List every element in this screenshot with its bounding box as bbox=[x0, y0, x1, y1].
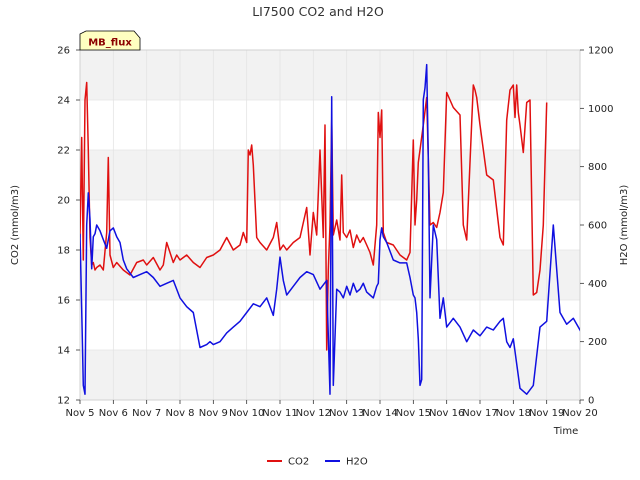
y-left-tick-label: 12 bbox=[57, 396, 70, 407]
x-tick-label: Nov 6 bbox=[99, 408, 128, 419]
y-axis-right: 0 200 400 600 800 1000 1200 bbox=[580, 46, 613, 407]
y-left-tick-label: 18 bbox=[57, 246, 70, 257]
y-axis-left: 12 14 16 18 20 22 24 26 bbox=[57, 46, 80, 407]
y-right-tick-label: 400 bbox=[588, 279, 607, 290]
y-left-tick-label: 26 bbox=[57, 46, 70, 57]
x-tick-label: Nov 5 bbox=[65, 408, 94, 419]
x-tick-label: Nov 19 bbox=[529, 408, 564, 419]
y-left-tick-label: 22 bbox=[57, 146, 70, 157]
badge-label: MB_flux bbox=[88, 38, 132, 49]
x-tick-label: Nov 17 bbox=[462, 408, 497, 419]
x-tick-label: Nov 16 bbox=[429, 408, 464, 419]
x-tick-label: Nov 18 bbox=[496, 408, 531, 419]
y-left-tick-label: 20 bbox=[57, 196, 70, 207]
series-line-h2o bbox=[80, 63, 580, 395]
y-axis-left-title: CO2 (mmol/m3) bbox=[10, 185, 21, 265]
y-left-tick-label: 24 bbox=[57, 96, 70, 107]
x-tick-label: Nov 11 bbox=[262, 408, 297, 419]
y-right-tick-label: 200 bbox=[588, 337, 607, 348]
x-tick-label: Nov 7 bbox=[132, 408, 161, 419]
y-left-tick-label: 16 bbox=[57, 296, 70, 307]
x-tick-label: Nov 14 bbox=[362, 408, 397, 419]
y-right-tick-label: 0 bbox=[588, 396, 594, 407]
y-axis-right-title: H2O (mmol/m3) bbox=[619, 185, 630, 266]
legend-co2-label: CO2 bbox=[288, 457, 309, 468]
y-right-tick-label: 600 bbox=[588, 221, 607, 232]
legend: CO2 H2O bbox=[267, 457, 368, 468]
background-band bbox=[80, 50, 580, 100]
y-right-tick-label: 1200 bbox=[588, 46, 613, 57]
badge: MB_flux bbox=[79, 30, 141, 51]
x-tick-label: Nov 20 bbox=[562, 408, 597, 419]
badge-shape bbox=[79, 30, 141, 51]
series-layer bbox=[80, 63, 580, 395]
x-tick-label: Nov 10 bbox=[229, 408, 264, 419]
x-tick-label: Nov 8 bbox=[165, 408, 194, 419]
x-tick-label: Nov 9 bbox=[199, 408, 228, 419]
x-tick-label: Nov 12 bbox=[296, 408, 331, 419]
y-right-tick-label: 1000 bbox=[588, 104, 613, 115]
legend-h2o-label: H2O bbox=[346, 457, 368, 468]
y-right-tick-label: 800 bbox=[588, 162, 607, 173]
x-axis-title: Time bbox=[553, 426, 578, 437]
chart-title: LI7500 CO2 and H2O bbox=[252, 4, 384, 19]
x-tick-label: Nov 13 bbox=[329, 408, 364, 419]
y-left-tick-label: 14 bbox=[57, 346, 70, 357]
x-tick-label: Nov 15 bbox=[396, 408, 431, 419]
